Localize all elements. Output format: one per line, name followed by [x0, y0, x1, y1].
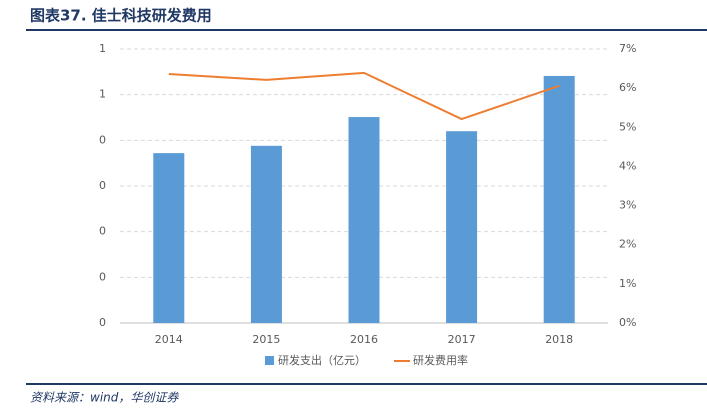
bar	[348, 117, 380, 323]
y-tick-label: 0	[99, 316, 106, 329]
x-tick-label: 2016	[350, 333, 378, 346]
y2-tick-label: 4%	[619, 159, 636, 172]
bar	[446, 131, 478, 323]
x-tick-label: 2014	[155, 333, 183, 346]
chart-title: 图表37. 佳士科技研发费用	[30, 7, 212, 25]
legend-swatch	[265, 356, 274, 365]
y-tick-label: 0	[99, 270, 106, 283]
source: 资料来源：wind，华创证券	[30, 391, 179, 405]
bar	[250, 145, 282, 323]
y-tick-label: 0	[99, 179, 106, 192]
y2-tick-label: 2%	[619, 238, 636, 251]
y2-tick-label: 7%	[619, 42, 636, 55]
line	[168, 71, 560, 121]
y-tick-label: 1	[99, 42, 106, 55]
x-tick-label: 2017	[448, 333, 476, 346]
y-tick-label: 0	[99, 133, 106, 146]
legend-label: 研发费用率	[413, 353, 468, 367]
y2-tick-label: 1%	[619, 277, 636, 290]
x-tick-label: 2018	[545, 333, 573, 346]
y2-tick-label: 0%	[619, 316, 636, 329]
y2-tick-label: 3%	[619, 199, 636, 212]
bar	[543, 75, 575, 324]
legend-label: 研发支出（亿元）	[278, 353, 366, 367]
y2-tick-label: 5%	[619, 120, 636, 133]
y-tick-label: 1	[99, 88, 106, 101]
y2-tick-label: 6%	[619, 81, 636, 94]
x-tick-label: 2015	[252, 333, 280, 346]
bar	[153, 153, 185, 323]
y-tick-label: 0	[99, 225, 106, 238]
